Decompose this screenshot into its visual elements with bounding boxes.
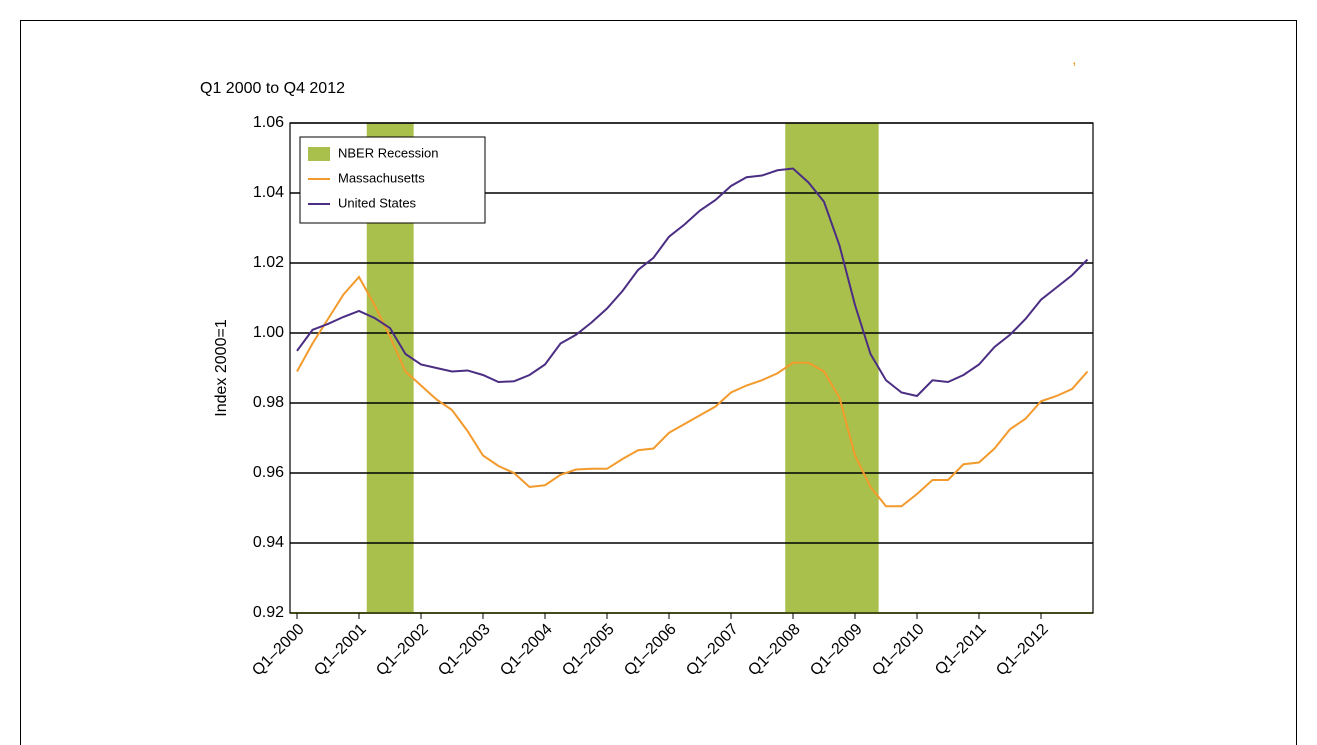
x-tick-label: Q1–2001	[311, 621, 370, 680]
x-tick-label: Q1–2003	[435, 621, 494, 680]
y-tick-label: 0.96	[253, 464, 284, 481]
frame	[20, 20, 1297, 745]
x-tick-label: Q1–2004	[497, 621, 556, 680]
recession-band	[366, 123, 383, 613]
legend-label: United States	[338, 195, 417, 210]
x-tick-label: Q1–2002	[373, 621, 432, 680]
x-tick-label: Q1–2010	[869, 621, 928, 680]
subtitle: Q1 2000 to Q4 2012	[200, 80, 345, 97]
annotation: ,	[1072, 51, 1076, 68]
x-tick-label: Q1–2009	[807, 621, 866, 680]
series-line	[296, 275, 1089, 508]
recession-band	[862, 123, 879, 613]
recession-band	[831, 123, 848, 613]
x-tick-label: Q1–2012	[993, 621, 1052, 680]
x-tick-label: Q1–2011	[932, 621, 990, 679]
y-tick-label: 1.04	[253, 184, 284, 201]
legend-label: NBER Recession	[338, 145, 438, 160]
y-tick-label: 0.94	[253, 534, 284, 551]
recession-band	[816, 123, 833, 613]
y-axis-label: Index 2000=1	[213, 319, 230, 417]
recession-band	[847, 123, 864, 613]
y-tick-label: 0.92	[253, 604, 284, 621]
x-tick-label: Q1–2008	[745, 621, 804, 680]
y-tick-label: 1.06	[253, 114, 284, 131]
legend-label: Massachusetts	[338, 170, 425, 185]
recession-band	[785, 123, 802, 613]
series-line	[296, 167, 1089, 398]
recession-band	[382, 123, 399, 613]
x-tick-label: Q1–2000	[249, 621, 308, 680]
legend-swatch	[308, 147, 330, 161]
recession-band	[800, 123, 817, 613]
x-tick-label: Q1–2007	[683, 621, 742, 680]
legend: NBER Recession Massachusetts United States	[299, 136, 486, 224]
y-tick-label: 1.02	[253, 254, 284, 271]
y-tick-label: 0.98	[253, 394, 284, 411]
plot-border	[289, 122, 1094, 614]
y-tick-label: 1.00	[253, 324, 284, 341]
x-tick-label: Q1–2006	[621, 621, 680, 680]
legend-box	[299, 136, 486, 224]
recession-band	[397, 123, 414, 613]
x-tick-label: Q1–2005	[559, 621, 618, 680]
